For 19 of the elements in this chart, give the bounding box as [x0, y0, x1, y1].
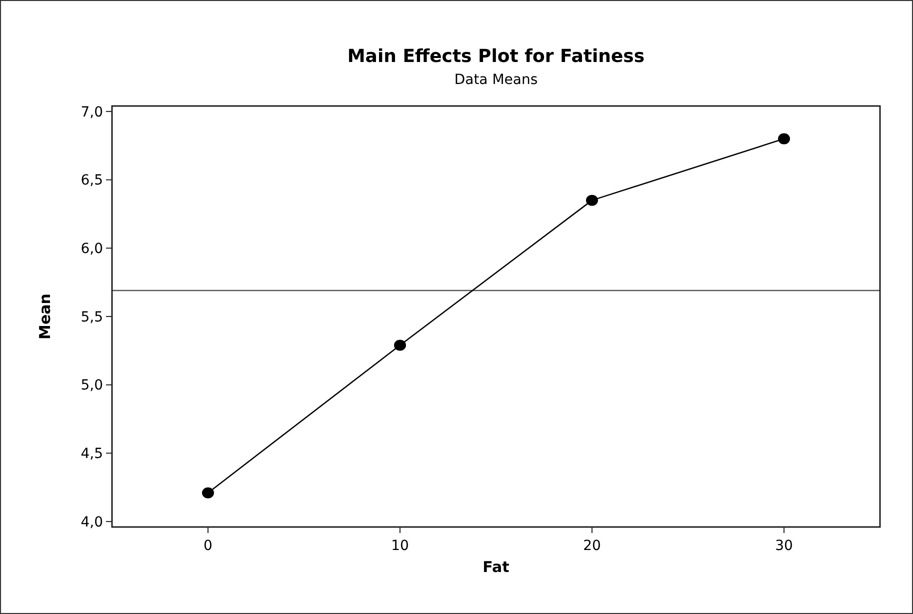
x-axis-title: Fat — [482, 558, 510, 576]
x-tick-label: 20 — [583, 538, 601, 554]
y-tick-label: 7,0 — [80, 104, 103, 120]
chart-title: Main Effects Plot for Fatiness — [347, 46, 645, 67]
x-tick-label: 0 — [204, 538, 212, 554]
x-tick-label: 30 — [775, 538, 793, 554]
point — [394, 340, 406, 351]
y-tick-label: 5,5 — [80, 309, 103, 326]
y-tick-label: 4,0 — [80, 514, 103, 530]
point — [778, 133, 790, 144]
y-tick-label: 6,0 — [80, 241, 103, 258]
x-tick-label: 10 — [391, 538, 409, 554]
y-axis-title: Mean — [36, 294, 54, 340]
chart-subtitle: Data Means — [454, 72, 538, 88]
y-tick-label: 6,5 — [80, 172, 103, 189]
y-tick-label: 5,0 — [80, 378, 103, 394]
point — [586, 194, 598, 206]
point — [202, 487, 214, 498]
y-tick-label: 4,5 — [80, 446, 103, 462]
